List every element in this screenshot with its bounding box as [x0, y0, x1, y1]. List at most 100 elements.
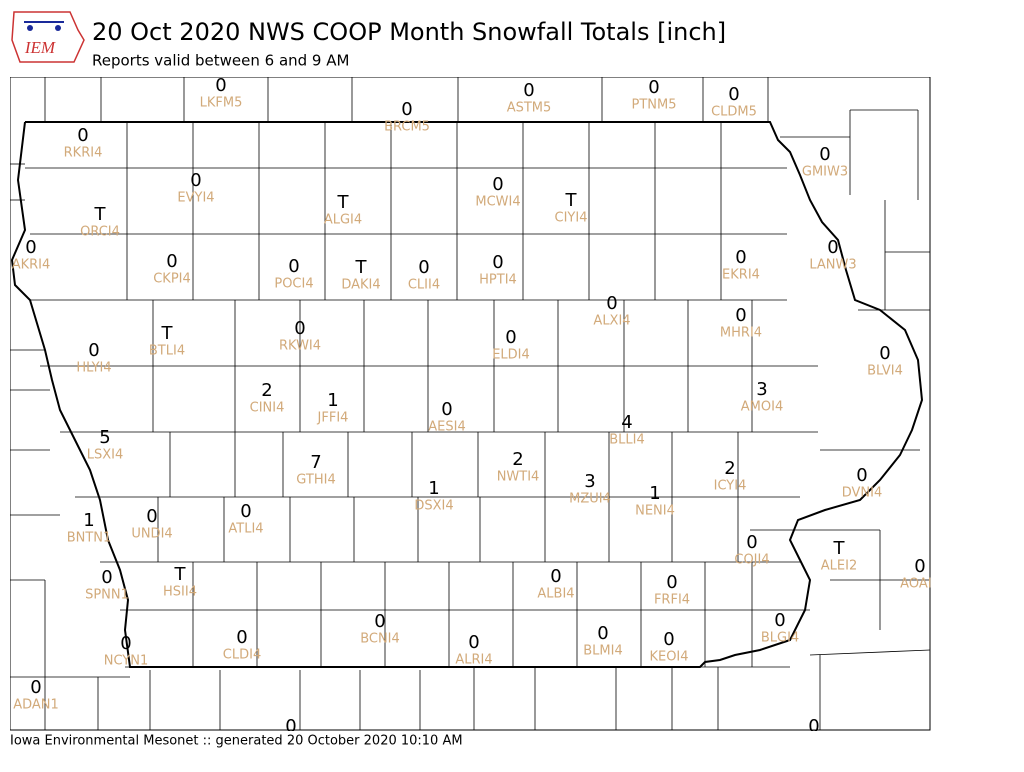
station-value: 2 [261, 380, 272, 401]
station-id: HPTI4 [479, 273, 517, 288]
station-value: 1 [327, 390, 338, 411]
station-id: AESI4 [428, 420, 465, 435]
station-id: LANW3 [809, 258, 856, 273]
station-value: 1 [83, 510, 94, 531]
county-lines [10, 77, 931, 730]
station-id: KEOI4 [649, 650, 688, 665]
station-value: 0 [215, 75, 226, 96]
station-id: ALBI4 [537, 587, 574, 602]
station-value: 0 [827, 237, 838, 258]
station-value: 0 [374, 611, 385, 632]
station-id: CLII4 [408, 278, 440, 293]
station-value: 0 [492, 252, 503, 273]
station-value: 0 [505, 327, 516, 348]
station-value: T [833, 538, 846, 559]
station-id: AOAI2 [900, 577, 940, 592]
logo-text: IEM [24, 38, 56, 57]
station-id: ICYI4 [714, 479, 747, 494]
station-value: 0 [190, 170, 201, 191]
station-id: NWTI4 [497, 470, 540, 485]
station-value: 0 [294, 318, 305, 339]
station-id: CIYI4 [555, 211, 588, 226]
station-value: 0 [285, 716, 296, 737]
station-value: 0 [735, 305, 746, 326]
station-value: 0 [77, 125, 88, 146]
station-value: 0 [663, 629, 674, 650]
station-id: BLLI4 [609, 433, 645, 448]
station-value: 0 [523, 80, 534, 101]
station-id: CLDI4 [223, 648, 261, 663]
station-value: 0 [288, 256, 299, 277]
station-value: 0 [30, 677, 41, 698]
station-id: ALGI4 [324, 213, 362, 228]
station-value: 0 [746, 532, 757, 553]
station-id: HLYI4 [76, 361, 111, 376]
station-id: CINI4 [250, 401, 285, 416]
station-value: 0 [856, 465, 867, 486]
station-value: 2 [724, 458, 735, 479]
station-value: 0 [808, 716, 819, 737]
station-id: ATLI4 [228, 522, 263, 537]
station-id: GTHI4 [296, 473, 335, 488]
station-value: 0 [774, 610, 785, 631]
station-value: 0 [819, 144, 830, 165]
state-boundary [10, 121, 924, 668]
station-value: 0 [101, 567, 112, 588]
station-value: 2 [512, 449, 523, 470]
station-id: AMOI4 [741, 400, 783, 415]
station-value: 0 [492, 174, 503, 195]
station-value: T [337, 192, 350, 213]
station-id: BLMI4 [583, 644, 622, 659]
station-id: EVYI4 [177, 191, 214, 206]
station-value: 0 [418, 257, 429, 278]
subtitle: Reports valid between 6 and 9 AM [92, 52, 349, 70]
station-id: ORCI4 [80, 225, 120, 240]
station-id: BLGI4 [761, 631, 799, 646]
station-id: PTNM5 [632, 98, 677, 113]
station-id: BCNI4 [360, 632, 400, 647]
station-id: CLDM5 [711, 105, 757, 120]
station-id: ADAN1 [13, 698, 59, 713]
station-value: T [174, 564, 187, 585]
station-value: 0 [606, 293, 617, 314]
station-id: DAKI4 [341, 278, 380, 293]
station-id: CKPI4 [153, 272, 191, 287]
station-value: T [355, 257, 368, 278]
station-value: 3 [584, 471, 595, 492]
station-value: 0 [25, 237, 36, 258]
station-value: 0 [648, 77, 659, 98]
station-value: T [161, 323, 174, 344]
station-value: T [565, 190, 578, 211]
station-value: 7 [310, 452, 321, 473]
station-id: ALRI4 [455, 653, 492, 668]
logo: IEM [11, 11, 85, 63]
station-id: BTLI4 [149, 344, 185, 359]
station-value: T [94, 204, 107, 225]
station-id: BNTN1 [67, 531, 112, 546]
station-id: MHRI4 [720, 326, 762, 341]
station-value: 0 [879, 343, 890, 364]
station-id: AKRI4 [12, 258, 51, 273]
station-id: RKWI4 [279, 339, 321, 354]
station-id: COJI4 [734, 553, 769, 568]
station-id: DSXI4 [414, 499, 453, 514]
station-value: 0 [914, 556, 925, 577]
county-line [809, 649, 931, 656]
station-id: RKRI4 [64, 146, 103, 161]
station-id: ELDI4 [492, 348, 530, 363]
station-id: MCWI4 [475, 195, 520, 210]
station-value: 0 [597, 623, 608, 644]
station-id: DVNI4 [842, 486, 883, 501]
station-value: 0 [666, 572, 677, 593]
station-value: 4 [621, 412, 632, 433]
station-id: LSXI4 [87, 448, 124, 463]
station-value: 0 [120, 633, 131, 654]
title: 20 Oct 2020 NWS COOP Month Snowfall Tota… [92, 18, 726, 46]
station-value: 0 [240, 501, 251, 522]
station-id: UNDI4 [131, 527, 172, 542]
station-id: NCYN1 [104, 654, 149, 669]
station-value: 0 [735, 247, 746, 268]
station-value: 0 [236, 627, 247, 648]
